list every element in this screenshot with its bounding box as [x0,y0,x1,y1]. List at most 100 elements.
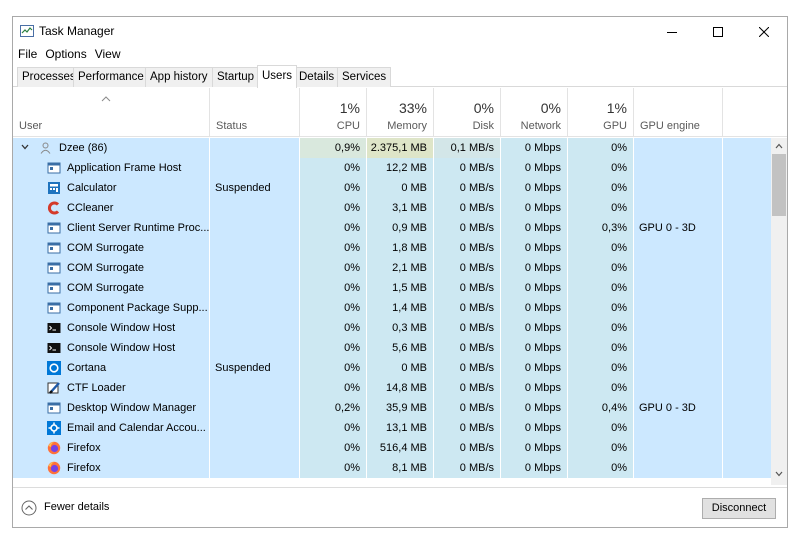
minimize-button[interactable] [649,17,695,46]
tab-processes[interactable]: Processes [17,67,81,87]
tab-details[interactable]: Details [294,67,340,87]
scroll-up-icon[interactable] [775,143,783,149]
header-status[interactable]: Status [210,88,300,136]
header-gpu-engine[interactable]: GPU engine [634,88,723,136]
process-row[interactable]: Client Server Runtime Proc... 0% 0,9 MB 0 M… [13,218,771,238]
header-gpu[interactable]: 1% GPU [568,88,634,136]
maximize-button[interactable] [695,17,741,46]
disconnect-button[interactable]: Disconnect [702,498,776,519]
process-name-cell: COM Surrogate [13,258,209,278]
tab-users[interactable]: Users [257,65,298,88]
process-gpu: 0% [568,378,633,398]
process-engine [634,378,722,398]
close-button[interactable] [741,17,787,46]
process-disk: 0 MB/s [434,198,500,218]
process-name-cell: Desktop Window Manager [13,398,209,418]
process-status: Suspended [210,178,299,198]
process-memory: 516,4 MB [367,438,433,458]
process-network: 0 Mbps [501,378,567,398]
header-cpu[interactable]: 1% CPU [300,88,367,136]
process-name: Cortana [67,362,107,374]
process-row[interactable]: CTF Loader 0% 14,8 MB 0 MB/s 0 Mbps 0% [13,378,771,398]
console-icon [47,321,61,335]
process-row[interactable]: Application Frame Host 0% 12,2 MB 0 MB/s 0 M… [13,158,771,178]
calculator-icon [47,181,61,195]
chevron-down-icon[interactable] [21,144,29,150]
process-name-cell: Cortana [13,358,209,378]
process-gpu: 0% [568,238,633,258]
header-user[interactable]: User [13,88,210,136]
process-memory: 8,1 MB [367,458,433,478]
gear-icon [47,421,61,435]
process-row[interactable]: COM Surrogate 0% 1,8 MB 0 MB/s 0 Mbps 0% [13,238,771,258]
process-row[interactable]: COM Surrogate 0% 2,1 MB 0 MB/s 0 Mbps 0% [13,258,771,278]
tab-startup[interactable]: Startup [212,67,260,87]
window-app-icon [47,241,61,255]
scroll-down-icon[interactable] [775,471,783,477]
window-app-icon [47,301,61,315]
task-manager-window: Task Manager File Options View Processes… [12,16,788,528]
process-cpu: 0% [300,438,366,458]
process-status: Suspended [210,358,299,378]
fewer-details-link[interactable]: Fewer details [44,501,110,513]
process-name: Component Package Supp... [67,302,208,314]
vertical-scrollbar[interactable] [771,138,787,485]
header-disk[interactable]: 0% Disk [434,88,501,136]
process-row[interactable]: Desktop Window Manager 0,2% 35,9 MB 0 MB/s 0… [13,398,771,418]
process-cpu: 0% [300,458,366,478]
process-name: Firefox [67,462,101,474]
process-network: 0 Mbps [501,238,567,258]
process-row[interactable]: Console Window Host 0% 0,3 MB 0 MB/s 0 Mbps 0… [13,318,771,338]
process-status [210,378,299,398]
process-disk: 0 MB/s [434,398,500,418]
process-row[interactable]: Component Package Supp... 0% 1,4 MB 0 MB/s 0… [13,298,771,318]
process-row[interactable]: CCleaner 0% 3,1 MB 0 MB/s 0 Mbps 0% [13,198,771,218]
process-cpu: 0% [300,158,366,178]
process-name: CTF Loader [67,382,126,394]
user-network: 0 Mbps [501,138,567,158]
process-row[interactable]: Calculator Suspended 0% 0 MB 0 MB/s 0 Mbps 0% [13,178,771,198]
title-bar[interactable]: Task Manager [13,17,787,46]
menu-file[interactable]: File [18,47,38,61]
process-disk: 0 MB/s [434,458,500,478]
window-app-icon [47,261,61,275]
header-memory[interactable]: 33% Memory [367,88,434,136]
process-name: COM Surrogate [67,262,145,274]
process-row[interactable]: Cortana Suspended 0% 0 MB 0 MB/s 0 Mbps 0% [13,358,771,378]
process-gpu: 0% [568,298,633,318]
user-disk: 0,1 MB/s [434,138,500,158]
menu-options[interactable]: Options [45,47,87,61]
process-name-cell: COM Surrogate [13,278,209,298]
process-network: 0 Mbps [501,218,567,238]
process-status [210,298,299,318]
user-memory: 2.375,1 MB [367,138,433,158]
tab-app-history[interactable]: App history [145,67,213,87]
process-cpu: 0% [300,198,366,218]
tab-services[interactable]: Services [337,67,392,87]
process-network: 0 Mbps [501,438,567,458]
header-network[interactable]: 0% Network [501,88,568,136]
process-status [210,458,299,478]
tab-performance[interactable]: Performance [73,67,149,87]
firefox-icon [47,461,61,475]
process-cpu: 0% [300,258,366,278]
scrollbar-thumb[interactable] [772,154,786,216]
ctf-loader-icon [47,381,61,395]
process-row[interactable]: Firefox 0% 516,4 MB 0 MB/s 0 Mbps 0% [13,438,771,458]
process-network: 0 Mbps [501,278,567,298]
user-row[interactable]: Dzee (86) 0,9% 2.375,1 MB 0,1 MB/s 0 Mbp… [13,138,771,158]
process-name: COM Surrogate [67,242,145,254]
process-engine [634,298,722,318]
process-memory: 0 MB [367,358,433,378]
process-row[interactable]: Firefox 0% 8,1 MB 0 MB/s 0 Mbps 0% [13,458,771,478]
chevron-up-circle-icon[interactable] [21,500,37,516]
process-row[interactable]: Console Window Host 0% 5,6 MB 0 MB/s 0 Mbps 0… [13,338,771,358]
process-list: Dzee (86) 0,9% 2.375,1 MB 0,1 MB/s 0 Mbp… [13,138,771,485]
menu-view[interactable]: View [94,47,121,61]
process-engine [634,178,722,198]
process-row[interactable]: Email and Calendar Accou... 0% 13,1 MB 0 MB… [13,418,771,438]
process-engine: GPU 0 - 3D [634,398,722,418]
process-name-cell: COM Surrogate [13,238,209,258]
process-name-cell: Component Package Supp... [13,298,209,318]
process-row[interactable]: COM Surrogate 0% 1,5 MB 0 MB/s 0 Mbps 0% [13,278,771,298]
